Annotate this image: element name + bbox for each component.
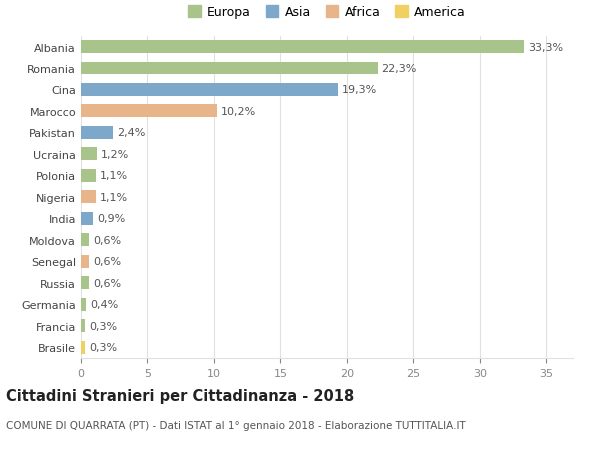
Bar: [81, 191, 95, 204]
Bar: [81, 169, 95, 182]
Bar: [81, 84, 338, 97]
Bar: [81, 234, 89, 246]
Text: 0,4%: 0,4%: [91, 299, 119, 309]
Bar: [81, 127, 113, 140]
Text: 33,3%: 33,3%: [528, 42, 563, 52]
Bar: [81, 41, 524, 54]
Text: 19,3%: 19,3%: [341, 85, 377, 95]
Bar: [81, 255, 89, 268]
Text: 10,2%: 10,2%: [221, 106, 256, 117]
Bar: [81, 105, 217, 118]
Text: 1,1%: 1,1%: [100, 171, 128, 181]
Bar: [81, 298, 86, 311]
Text: 0,6%: 0,6%: [93, 278, 121, 288]
Text: 2,4%: 2,4%: [117, 128, 145, 138]
Bar: [81, 62, 377, 75]
Text: 1,1%: 1,1%: [100, 192, 128, 202]
Text: 1,2%: 1,2%: [101, 150, 129, 160]
Text: 0,3%: 0,3%: [89, 321, 117, 331]
Bar: [81, 148, 97, 161]
Text: 0,3%: 0,3%: [89, 342, 117, 353]
Text: COMUNE DI QUARRATA (PT) - Dati ISTAT al 1° gennaio 2018 - Elaborazione TUTTITALI: COMUNE DI QUARRATA (PT) - Dati ISTAT al …: [6, 420, 466, 430]
Bar: [81, 341, 85, 354]
Text: 0,6%: 0,6%: [93, 257, 121, 267]
Text: Cittadini Stranieri per Cittadinanza - 2018: Cittadini Stranieri per Cittadinanza - 2…: [6, 388, 354, 403]
Bar: [81, 213, 93, 225]
Bar: [81, 277, 89, 290]
Text: 0,9%: 0,9%: [97, 214, 125, 224]
Text: 22,3%: 22,3%: [382, 64, 417, 74]
Bar: [81, 319, 85, 332]
Legend: Europa, Asia, Africa, America: Europa, Asia, Africa, America: [183, 1, 471, 24]
Text: 0,6%: 0,6%: [93, 235, 121, 245]
